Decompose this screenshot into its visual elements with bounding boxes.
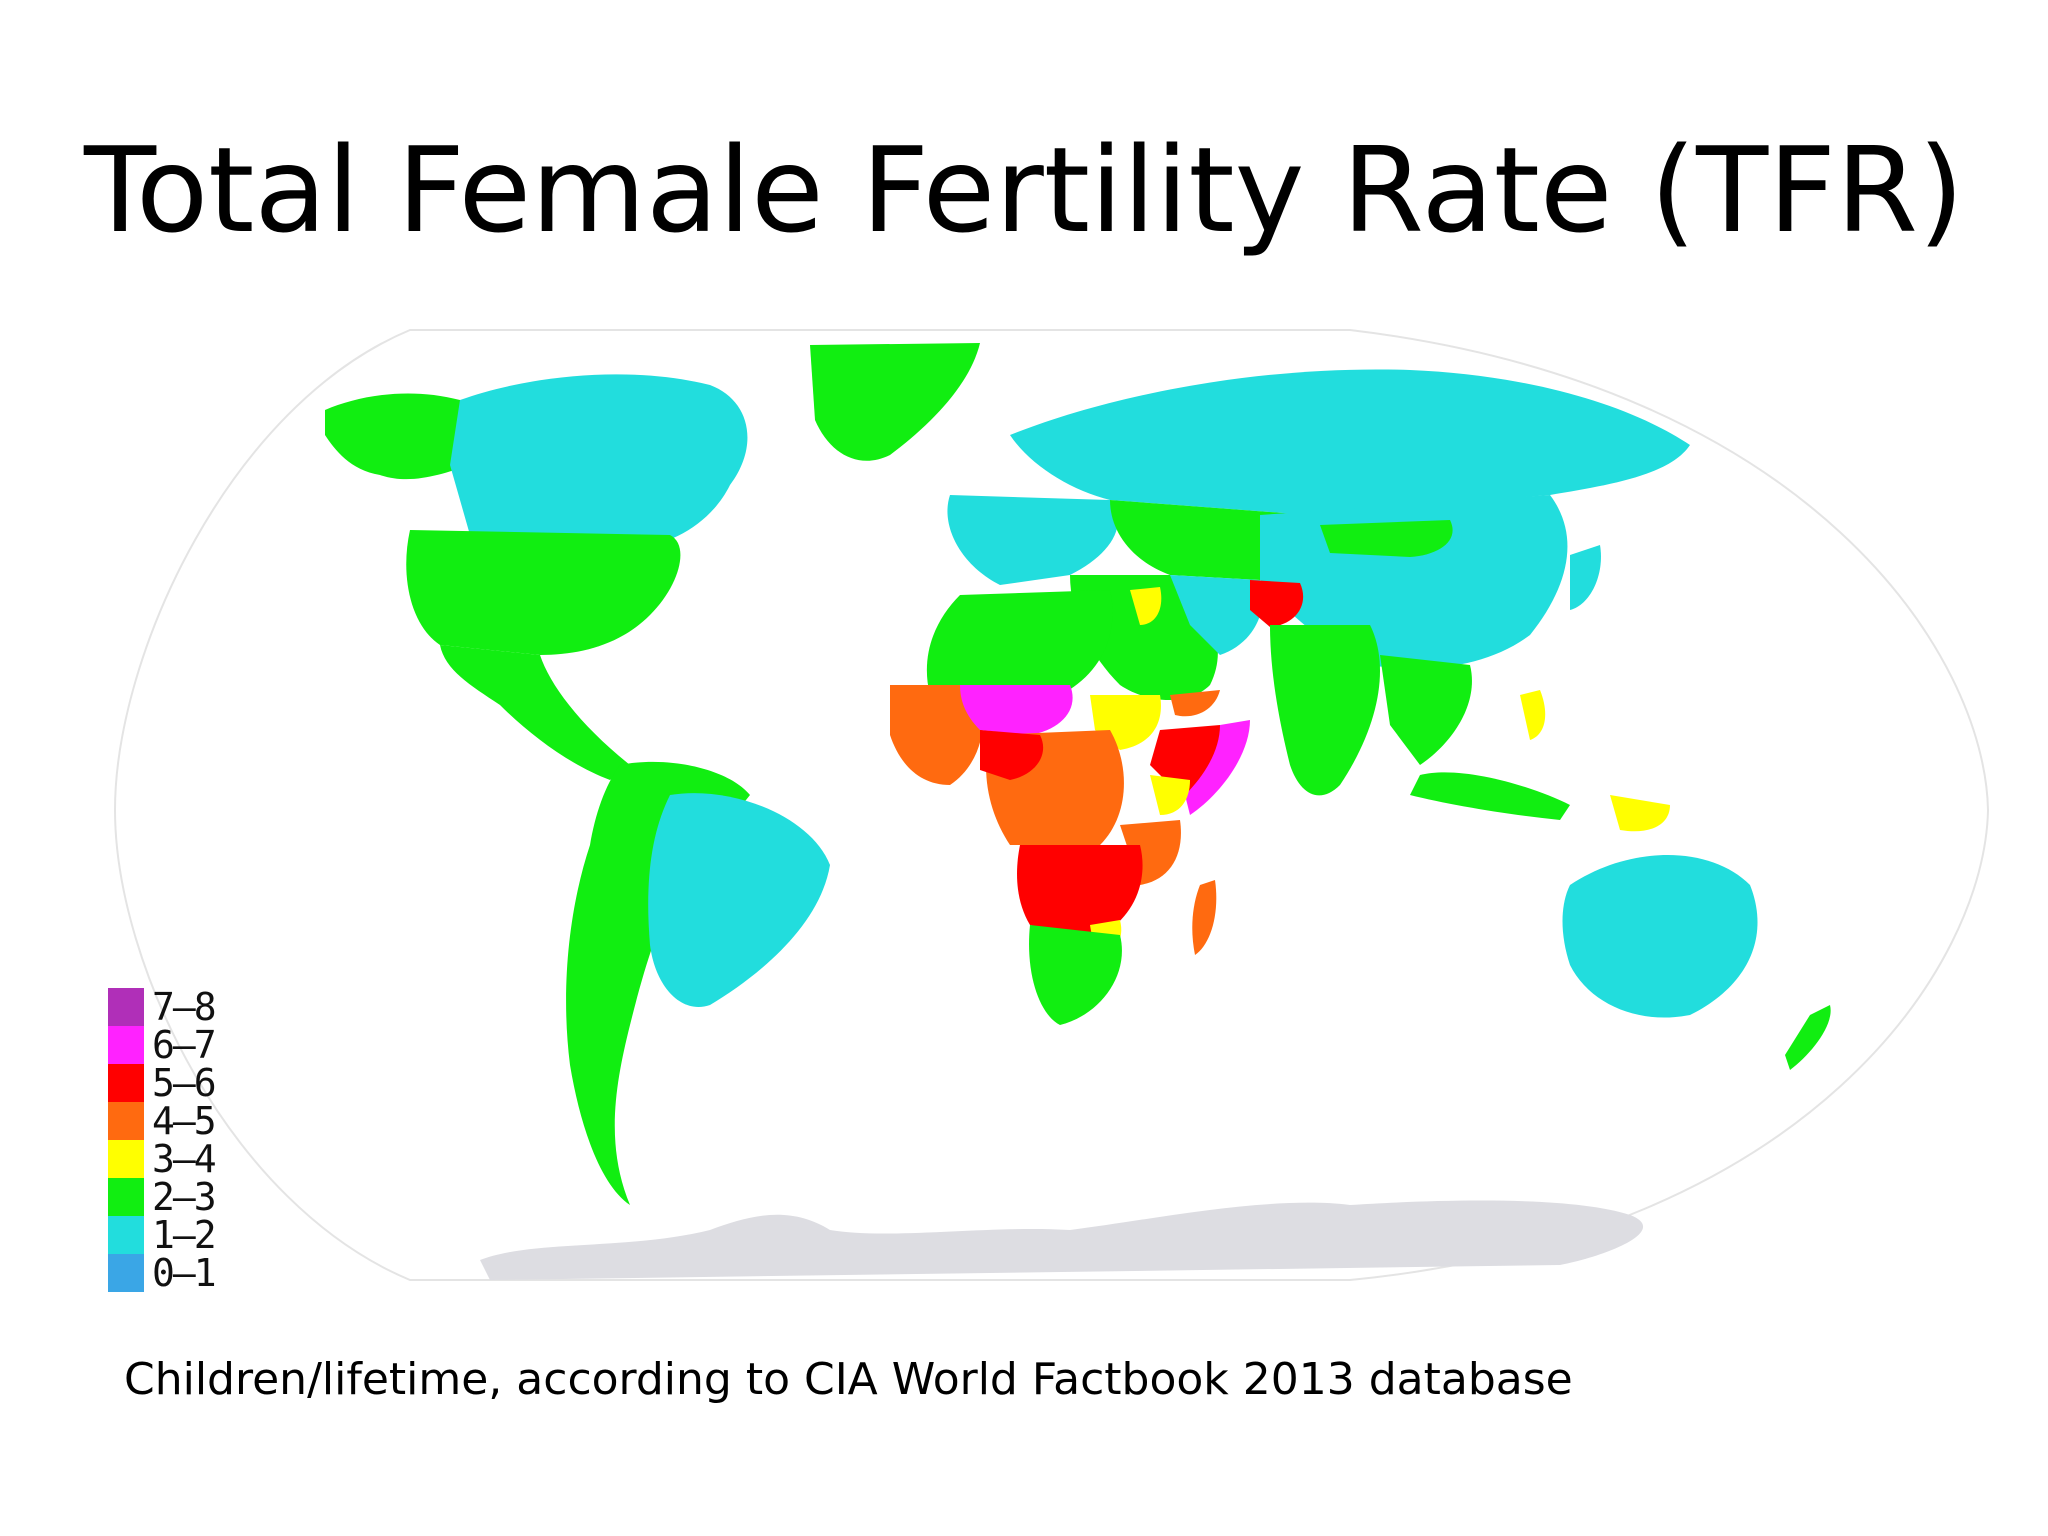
- legend-item: 1–2: [108, 1216, 268, 1254]
- legend-item: 0–1: [108, 1254, 268, 1292]
- legend-swatch: [108, 1216, 144, 1254]
- legend-label: 1–2: [152, 1213, 217, 1257]
- region-southern-africa: [1029, 925, 1122, 1025]
- region-japan: [1570, 545, 1601, 610]
- legend-label: 6–7: [152, 1023, 217, 1067]
- legend-swatch: [108, 1140, 144, 1178]
- legend-label: 3–4: [152, 1137, 217, 1181]
- region-mexico: [440, 645, 630, 780]
- world-map: [110, 325, 1990, 1285]
- region-india: [1270, 625, 1380, 796]
- legend-label: 4–5: [152, 1099, 217, 1143]
- legend-label: 0–1: [152, 1251, 217, 1295]
- region-madagascar: [1192, 880, 1217, 955]
- legend-swatch: [108, 1102, 144, 1140]
- region-brazil: [648, 793, 830, 1007]
- slide-caption: Children/lifetime, according to CIA Worl…: [124, 1354, 1573, 1405]
- region-canada: [450, 374, 748, 550]
- region-europe: [947, 495, 1118, 585]
- region-alaska: [325, 393, 470, 480]
- region-greenland: [810, 343, 980, 461]
- region-new-zealand: [1785, 1005, 1831, 1070]
- legend-item: 7–8: [108, 988, 268, 1026]
- legend-item: 3–4: [108, 1140, 268, 1178]
- legend-swatch: [108, 988, 144, 1026]
- region-sahel: [960, 685, 1073, 735]
- legend-swatch: [108, 1178, 144, 1216]
- region-afghanistan: [1250, 580, 1304, 627]
- region-north-africa: [926, 590, 1113, 695]
- region-west-africa: [890, 685, 984, 785]
- region-mongolia: [1320, 520, 1453, 557]
- slide-title: Total Female Fertility Rate (TFR): [83, 121, 1965, 259]
- region-south-america-west: [566, 761, 750, 1205]
- legend-label: 5–6: [152, 1061, 217, 1105]
- legend-label: 2–3: [152, 1175, 217, 1219]
- region-papua: [1610, 795, 1670, 832]
- legend-swatch: [108, 1064, 144, 1102]
- region-yemen: [1170, 690, 1220, 717]
- legend-item: 2–3: [108, 1178, 268, 1216]
- region-kenya: [1150, 775, 1190, 815]
- region-nigeria: [980, 730, 1044, 780]
- region-usa: [406, 530, 681, 655]
- region-australia: [1562, 855, 1758, 1018]
- legend-label: 7–8: [152, 985, 217, 1029]
- region-indonesia: [1410, 772, 1570, 820]
- legend-item: 6–7: [108, 1026, 268, 1064]
- legend-item: 5–6: [108, 1064, 268, 1102]
- region-somalia: [1185, 720, 1250, 815]
- legend-swatch: [108, 1254, 144, 1292]
- legend-item: 4–5: [108, 1102, 268, 1140]
- region-antarctica: [480, 1200, 1644, 1280]
- legend-swatch: [108, 1026, 144, 1064]
- region-southern-central-africa: [1017, 845, 1143, 940]
- region-russia: [1010, 369, 1690, 515]
- region-philippines: [1520, 690, 1546, 740]
- region-iran: [1170, 575, 1263, 655]
- region-se-asia: [1380, 655, 1472, 765]
- legend: 7–8 6–7 5–6 4–5 3–4 2–3 1–2 0–1: [108, 988, 268, 1292]
- region-iraq: [1130, 587, 1162, 625]
